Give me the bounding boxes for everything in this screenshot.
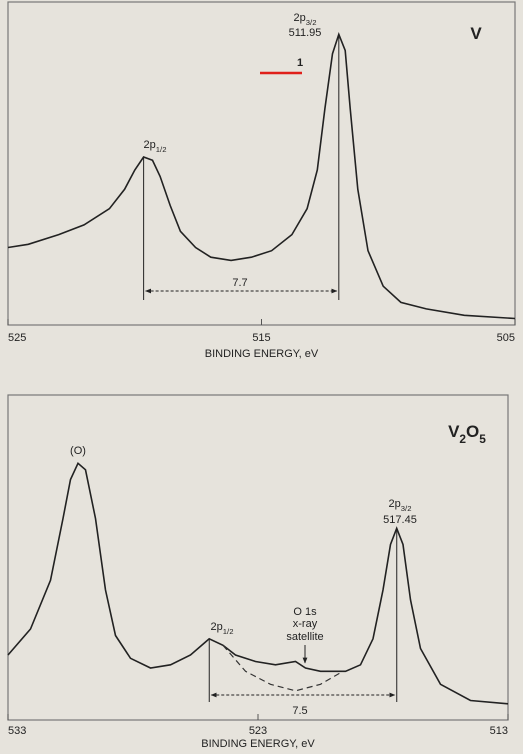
background-curve bbox=[222, 644, 344, 692]
text-part: 7.5 bbox=[292, 705, 307, 717]
x-tick-label: 525 bbox=[8, 332, 26, 344]
text-part: 2p bbox=[294, 12, 306, 24]
subscript: 2 bbox=[459, 432, 466, 446]
x-axis-label: BINDING ENERGY, eV bbox=[205, 348, 319, 360]
annotation: 2p3/2 bbox=[389, 498, 412, 513]
annotation: 2p1/2 bbox=[144, 139, 167, 154]
annotation: 7.5 bbox=[292, 705, 307, 717]
x-axis-label: BINDING ENERGY, eV bbox=[201, 738, 315, 750]
annotation: 2p3/2 bbox=[294, 12, 317, 27]
subscript: 1/2 bbox=[156, 145, 167, 154]
annotation: 517.45 bbox=[383, 514, 417, 526]
subscript: 5 bbox=[479, 432, 486, 446]
subscript: 3/2 bbox=[401, 504, 412, 513]
text-part: 7.7 bbox=[232, 277, 247, 289]
annotation: 7.7 bbox=[232, 277, 247, 289]
text-part: O 1s bbox=[293, 606, 317, 618]
text-part: V bbox=[448, 422, 460, 441]
x-tick-label: 515 bbox=[252, 332, 270, 344]
marker-text: 1 bbox=[297, 57, 303, 69]
text-part: 517.45 bbox=[383, 514, 417, 526]
text-part: (O) bbox=[70, 445, 86, 457]
annotation: 2p1/2 bbox=[211, 621, 234, 636]
x-tick-label: 523 bbox=[249, 725, 267, 737]
plot-frame bbox=[7, 1, 516, 326]
x-tick-label: 533 bbox=[8, 725, 26, 737]
panel-label: V bbox=[470, 24, 482, 43]
annotation: (O) bbox=[70, 445, 86, 457]
text-part: satellite bbox=[286, 631, 323, 643]
text-part: V bbox=[470, 24, 482, 43]
annotation: x-ray bbox=[293, 618, 318, 630]
text-part: O bbox=[466, 422, 479, 441]
text-part: 2p bbox=[389, 498, 401, 510]
annotation: 511.95 bbox=[289, 27, 322, 39]
annotation: O 1s bbox=[293, 606, 317, 618]
x-tick-label: 505 bbox=[497, 332, 515, 344]
subscript: 3/2 bbox=[306, 18, 317, 27]
text-part: 2p bbox=[144, 139, 156, 151]
x-tick-label: 513 bbox=[490, 725, 508, 737]
text-part: 511.95 bbox=[289, 27, 322, 39]
label-bg bbox=[226, 276, 254, 290]
annotation: satellite bbox=[286, 631, 323, 643]
spectrum-line bbox=[7, 31, 516, 320]
subscript: 1/2 bbox=[223, 627, 234, 636]
panel-label: V2O5 bbox=[448, 422, 486, 446]
text-part: x-ray bbox=[293, 618, 318, 630]
label-bg bbox=[286, 704, 314, 718]
spectrum-line bbox=[7, 461, 509, 705]
text-part: 2p bbox=[211, 621, 223, 633]
